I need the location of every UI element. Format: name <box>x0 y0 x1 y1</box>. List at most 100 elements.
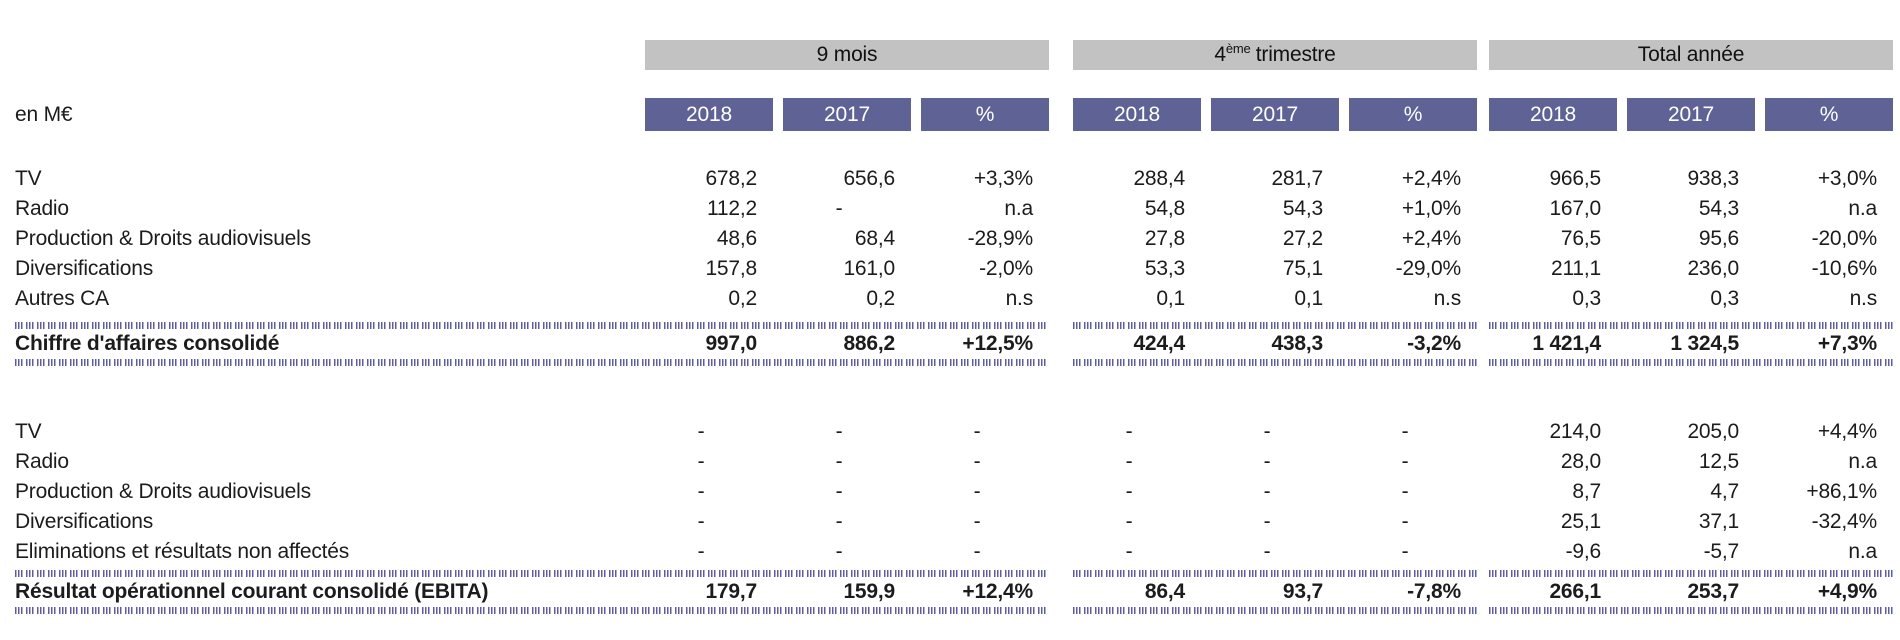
value-cell: 438,3 <box>1271 332 1323 355</box>
group-header-4eme-sup: ème <box>1225 41 1251 56</box>
table-row: Radio 112,2 - n.a 54,8 54,3 +1,0% 167,0 54,3 n.a <box>15 194 1900 224</box>
separator-row <box>15 359 1900 366</box>
group-header-total-annee: Total année <box>1489 40 1893 70</box>
value-cell: - <box>1401 480 1409 503</box>
value-cell: 54,3 <box>1282 197 1323 220</box>
value-cell: 4,7 <box>1710 480 1739 503</box>
value-cell: 253,7 <box>1687 580 1739 603</box>
row-label: Résultat opérationnel courant consolidé … <box>15 580 489 603</box>
value-cell: -28,9% <box>967 227 1034 250</box>
value-cell: 281,7 <box>1271 167 1323 190</box>
value-cell: - <box>835 510 843 533</box>
value-cell: 966,5 <box>1549 167 1601 190</box>
value-cell: +12,4% <box>962 580 1033 603</box>
value-cell: - <box>835 420 843 443</box>
value-cell: 0,1 <box>1294 287 1323 310</box>
row-label: Diversifications <box>15 510 154 533</box>
value-cell: 656,6 <box>843 167 895 190</box>
value-cell: 159,9 <box>843 580 895 603</box>
value-cell: 12,5 <box>1698 450 1739 473</box>
value-cell: - <box>1263 450 1271 473</box>
row-label: TV <box>15 167 42 190</box>
year-header-2018: 2018 <box>1073 98 1201 131</box>
value-cell: - <box>1263 540 1271 563</box>
row-label: Production & Droits audiovisuels <box>15 227 311 250</box>
value-cell: - <box>1263 420 1271 443</box>
value-cell: - <box>835 197 843 220</box>
value-cell: n.a <box>1848 540 1877 563</box>
value-cell: +4,9% <box>1817 580 1877 603</box>
unit-label: en M€ <box>15 102 73 126</box>
dotted-separator-line <box>15 322 1049 329</box>
total-row: Résultat opérationnel courant consolidé … <box>15 577 1900 607</box>
dotted-separator-line <box>15 359 1049 366</box>
value-cell: 205,0 <box>1687 420 1739 443</box>
value-cell: -32,4% <box>1811 510 1878 533</box>
value-cell: +4,4% <box>1817 420 1877 443</box>
year-header-row: en M€ 2018 2017 % 2018 2017 % 2018 2017 … <box>15 98 1900 131</box>
row-label: Chiffre d'affaires consolidé <box>15 332 280 355</box>
value-cell: 211,1 <box>1551 257 1601 280</box>
table-body: TV 678,2 656,6 +3,3% 288,4 281,7 +2,4% 966,5 938… <box>15 164 1900 614</box>
value-cell: 54,3 <box>1698 197 1739 220</box>
group-header-4eme-trimestre: 4ème trimestre <box>1073 40 1477 70</box>
value-cell: - <box>1125 540 1133 563</box>
value-cell: 95,6 <box>1698 227 1739 250</box>
table-section: TV 678,2 656,6 +3,3% 288,4 281,7 +2,4% 966,5 938… <box>15 164 1900 366</box>
dotted-separator-line <box>1073 322 1477 329</box>
separator-row <box>15 570 1900 577</box>
value-cell: +7,3% <box>1817 332 1877 355</box>
total-row: Chiffre d'affaires consolidé 997,0 886,2 +1… <box>15 329 1900 359</box>
value-cell: 27,8 <box>1144 227 1185 250</box>
value-cell: - <box>697 450 705 473</box>
value-cell: +2,4% <box>1401 167 1461 190</box>
value-cell: 179,7 <box>705 580 757 603</box>
value-cell: - <box>1125 450 1133 473</box>
row-label: Radio <box>15 197 69 220</box>
value-cell: -29,0% <box>1395 257 1462 280</box>
value-cell: 938,3 <box>1687 167 1739 190</box>
value-cell: -9,6 <box>1565 540 1602 563</box>
value-cell: -3,2% <box>1407 332 1461 355</box>
value-cell: +3,3% <box>973 167 1033 190</box>
value-cell: - <box>1401 540 1409 563</box>
value-cell: +12,5% <box>962 332 1033 355</box>
dotted-separator-line <box>15 607 1049 614</box>
value-cell: 27,2 <box>1282 227 1323 250</box>
row-label: Production & Droits audiovisuels <box>15 480 311 503</box>
value-cell: 997,0 <box>705 332 757 355</box>
value-cell: 54,8 <box>1144 197 1185 220</box>
value-cell: - <box>1263 510 1271 533</box>
value-cell: +2,4% <box>1401 227 1461 250</box>
year-header-2018: 2018 <box>1489 98 1617 131</box>
group-header-4eme-rest: trimestre <box>1255 43 1336 66</box>
value-cell: 8,7 <box>1572 480 1601 503</box>
value-cell: 161,0 <box>843 257 895 280</box>
value-cell: 236,0 <box>1687 257 1739 280</box>
value-cell: -7,8% <box>1407 580 1461 603</box>
value-cell: - <box>835 540 843 563</box>
table-section: TV - - - - - - 214,0 205,0 +4,4% Radio - - - - - - 28,0 12… <box>15 417 1900 614</box>
group-header-4eme-base: 4 <box>1214 43 1226 66</box>
value-cell: - <box>973 540 981 563</box>
value-cell: 266,1 <box>1549 580 1601 603</box>
row-label: Diversifications <box>15 257 154 280</box>
value-cell: - <box>1401 510 1409 533</box>
value-cell: 0,3 <box>1572 287 1601 310</box>
value-cell: n.s <box>1849 287 1878 310</box>
year-header-2017: 2017 <box>1627 98 1755 131</box>
value-cell: 1 324,5 <box>1670 332 1739 355</box>
value-cell: 886,2 <box>843 332 895 355</box>
value-cell: n.a <box>1004 197 1033 220</box>
year-header-pct: % <box>1765 98 1893 131</box>
row-label: Autres CA <box>15 287 109 310</box>
separator-row <box>15 607 1900 614</box>
dotted-separator-line <box>1073 607 1477 614</box>
value-cell: - <box>835 450 843 473</box>
value-cell: 25,1 <box>1560 510 1601 533</box>
dotted-separator-line <box>15 570 1049 577</box>
value-cell: 53,3 <box>1144 257 1185 280</box>
row-label: Eliminations et résultats non affectés <box>15 540 350 563</box>
value-cell: 28,0 <box>1560 450 1601 473</box>
value-cell: n.a <box>1848 450 1877 473</box>
